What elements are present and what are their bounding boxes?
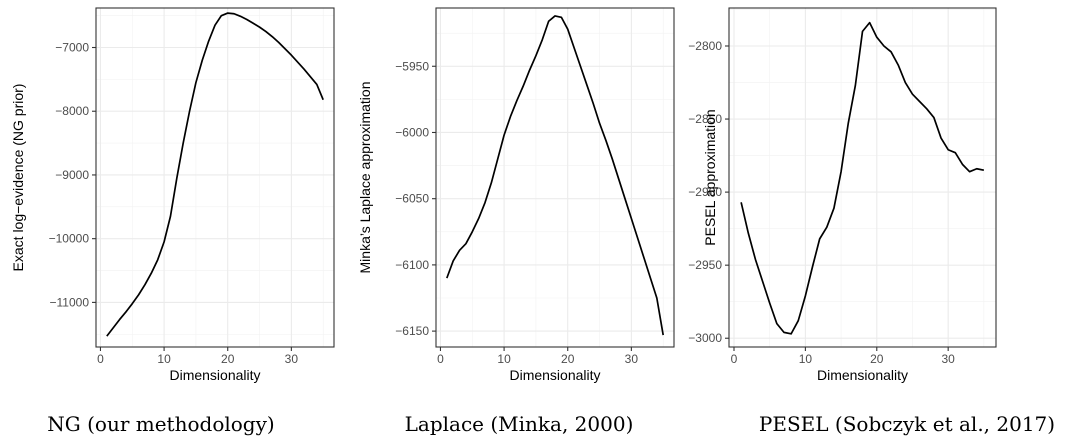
x-axis-ticks: 0 10 20 30 (97, 347, 298, 366)
x-tick-label: 30 (625, 352, 639, 366)
x-tick-label: 30 (941, 352, 955, 366)
y-tick-label: −6050 (395, 192, 429, 206)
y-tick-label: −11000 (50, 295, 90, 309)
x-tick-label: 0 (437, 352, 444, 366)
x-tick-label: 10 (157, 352, 171, 366)
x-axis-label: Dimensionality (169, 367, 260, 383)
y-tick-label: −2800 (688, 39, 722, 53)
y-tick-label: −7000 (55, 41, 89, 55)
y-tick-label: −6150 (395, 324, 429, 338)
y-tick-label: −6100 (395, 258, 429, 272)
y-axis-ticks: −5950 −6000 −6050 −6100 −6150 (395, 59, 436, 338)
y-tick-label: −2950 (688, 258, 722, 272)
x-axis-ticks: 0 10 20 30 (437, 347, 638, 366)
y-tick-label: −10000 (49, 232, 90, 246)
x-tick-label: 10 (799, 352, 813, 366)
x-axis-label: Dimensionality (817, 367, 908, 383)
x-tick-label: 0 (97, 352, 104, 366)
plot-area (96, 8, 334, 347)
y-tick-label: −9000 (55, 168, 89, 182)
panel-ng: 0 10 20 30 −7000 −8000 −9000 −10000 −11000 Dime… (10, 8, 334, 436)
x-tick-label: 20 (221, 352, 235, 366)
y-tick-label: −6000 (395, 125, 429, 139)
y-axis-label: Exact log−evidence (NG prior) (10, 84, 26, 272)
y-axis-label: PESEL approximation (702, 109, 718, 245)
y-tick-label: −3000 (688, 331, 722, 345)
y-tick-label: −8000 (55, 104, 89, 118)
x-axis-ticks: 0 10 20 30 (731, 347, 956, 366)
y-axis-label: Minka’s Laplace approximation (357, 82, 373, 274)
y-axis-ticks: −7000 −8000 −9000 −10000 −11000 (49, 41, 96, 310)
panel-caption: NG (our methodology) (47, 412, 274, 436)
y-tick-label: −5950 (395, 59, 429, 73)
plot-area (729, 8, 996, 347)
panel-pesel: 0 10 20 30 −2800−2850−2900−2950−3000 Dimens… (688, 8, 1055, 436)
x-tick-label: 20 (870, 352, 884, 366)
panel-caption: PESEL (Sobczyk et al., 2017) (759, 412, 1055, 436)
x-tick-label: 10 (497, 352, 511, 366)
x-tick-label: 30 (285, 352, 299, 366)
x-tick-label: 0 (731, 352, 738, 366)
panel-caption: Laplace (Minka, 2000) (405, 412, 634, 436)
x-axis-label: Dimensionality (509, 367, 600, 383)
panel-laplace: 0 10 20 30 −5950 −6000 −6050 −6100 −6150 Dimens… (357, 8, 674, 436)
plot-area (436, 8, 674, 347)
x-tick-label: 20 (561, 352, 575, 366)
